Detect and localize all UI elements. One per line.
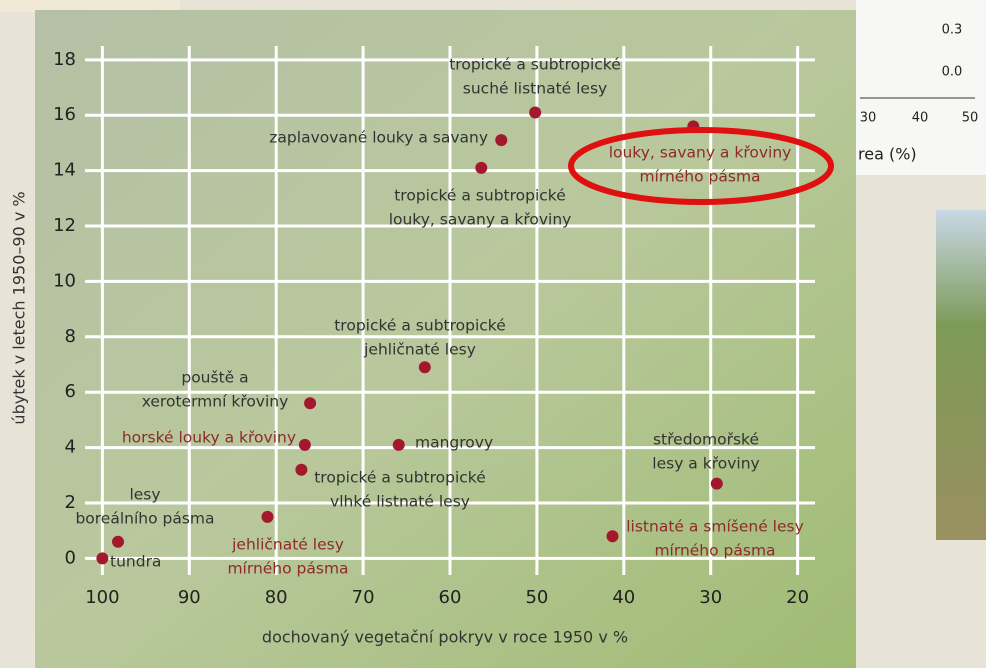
x-tick-label: 90 [178,587,201,608]
y-tick-label: 8 [65,326,76,347]
x-tick-label: 100 [85,587,119,608]
plot: 0 2 4 6 8 10 12 14 16 18 100 90 80 70 60 50 40 30 20 tundra… [53,46,815,608]
y-tick-label: 12 [53,215,76,236]
point [96,552,109,565]
point-label: xerotermní křoviny [142,393,289,411]
point-label: listnaté a smíšené lesy [626,518,804,536]
point [261,510,274,523]
photo [936,210,986,540]
x-tick-label: 60 [439,587,462,608]
y-tick-label: 10 [53,270,76,291]
point-label: mírného pásma [227,560,348,578]
point [475,161,488,174]
background-text: 0.3 [942,23,963,38]
point [495,134,508,147]
point-label: pouště a [181,369,248,387]
point-label: suché listnaté lesy [463,80,607,98]
x-tick-label: 40 [612,587,635,608]
point [304,397,317,410]
point-label: tropické a subtropické [394,187,566,205]
x-tick-label: 80 [265,587,288,608]
point-label: horské louky a křoviny [122,429,296,447]
point-label: tundra [110,553,161,571]
background-text: 40 [912,111,929,126]
point-label: vlhké listnaté lesy [330,493,470,511]
y-tick-label: 18 [53,49,76,70]
y-tick-label: 2 [65,492,76,513]
background-text: 50 [962,111,979,126]
background-text: rea (%) [858,145,917,164]
point-label: mírného pásma [654,542,775,560]
point [606,530,619,543]
x-tick-label: 30 [699,587,722,608]
point-label: louky, savany a křoviny [389,211,572,229]
point-label: zaplavované louky a savany [269,129,488,147]
point-label: lesy [129,486,160,504]
point-label: mírného pásma [639,168,760,186]
y-axis-label: úbytek v letech 1950–90 v % [10,191,29,424]
point [298,438,311,451]
y-tick-label: 4 [65,437,76,458]
point [295,463,308,476]
point-label: jehličnaté lesy [363,341,476,359]
point [112,535,125,548]
point-label: boreálního pásma [75,510,214,528]
point-label: tropické a subtropické [314,469,486,487]
point-label: tropické a subtropické [449,56,621,74]
point-label: lesy a křoviny [652,455,759,473]
other-figure [856,0,986,175]
x-tick-label: 70 [352,587,375,608]
y-tick-label: 6 [65,381,76,402]
point [392,438,405,451]
point [418,361,431,374]
point-label: louky, savany a křoviny [609,144,792,162]
y-tick-label: 14 [53,160,76,181]
page-edge [0,0,180,12]
background-text: 0.0 [942,65,963,80]
y-tick-label: 16 [53,104,76,125]
y-tick-label: 0 [65,547,76,568]
point [710,477,723,490]
point [529,106,542,119]
x-axis-label: dochovaný vegetační pokryv v roce 1950 v… [262,628,628,647]
x-tick-label: 20 [786,587,809,608]
x-tick-label: 50 [525,587,548,608]
point-label: středomořské [653,431,759,449]
highlight-ellipse [568,127,834,205]
background-text: 30 [860,111,877,126]
point-label: jehličnaté lesy [231,536,344,554]
point-label: mangrovy [415,434,493,452]
point-label: tropické a subtropické [334,317,506,335]
